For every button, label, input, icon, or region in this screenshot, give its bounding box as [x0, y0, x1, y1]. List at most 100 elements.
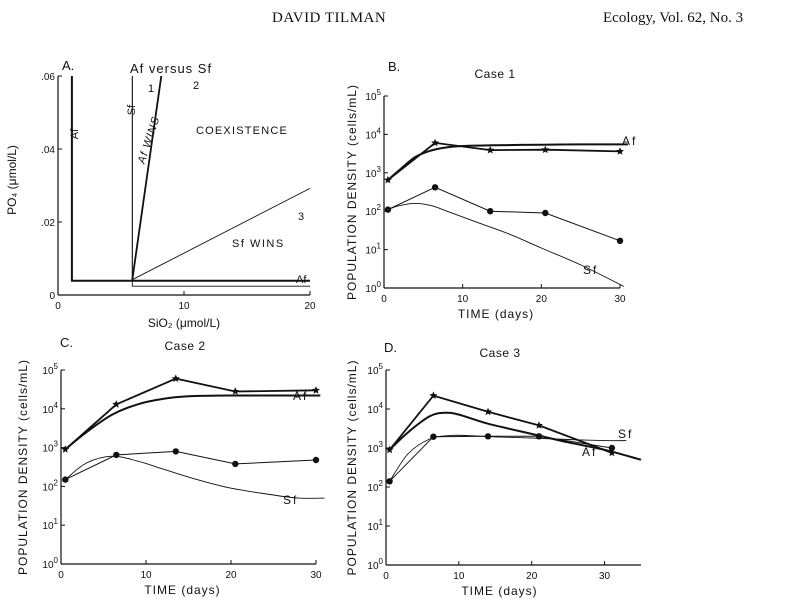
- panel-a-af-vertical-label: Af: [69, 128, 81, 139]
- panel-c-sf-dot-point: [312, 456, 320, 464]
- panel-a-y-tick-label: 0: [49, 291, 55, 302]
- panel-a-y-tick-label: .06: [41, 72, 55, 83]
- running-header-journal: Ecology, Vol. 62, No. 3: [603, 10, 744, 26]
- panel-d-sf-model-curve: [389, 434, 627, 482]
- panel-a-line-2: [131, 75, 163, 280]
- panel-d-af-star-point: [535, 421, 543, 429]
- panel-b-af-star-point: [541, 145, 550, 154]
- panel-d-y-tick-label: 101: [367, 518, 383, 533]
- panel-b-y-tick-label: 105: [365, 88, 381, 103]
- panel-b-af-model-curve: [387, 143, 628, 181]
- panel-c-x-tick-label: 10: [140, 570, 152, 581]
- panel-c-sf-observed-line: [65, 450, 317, 481]
- panel-c-y-tick-label: 100: [42, 556, 58, 571]
- panel-b-sf-dot-point: [384, 206, 392, 213]
- panel-d-x-tick-label: 20: [526, 571, 538, 582]
- panel-b-series-label-af: Af: [622, 134, 637, 148]
- panel-b-af-star-point: [431, 138, 440, 147]
- panel-d-sf-observed-line: [389, 435, 612, 482]
- panel-a-line-af: [70, 76, 310, 282]
- panel-b-series-label-sf: Sf: [583, 263, 598, 277]
- panel-d-sf-dot-point: [430, 433, 437, 440]
- panel-c-y-tick-label: 105: [42, 362, 58, 377]
- panel-c-sf-model-curve: [65, 455, 325, 499]
- panel-d-y-tick-label: 103: [367, 440, 383, 455]
- panel-c-af-star-point: [171, 374, 180, 382]
- panel-b-y-tick-label: 103: [365, 165, 381, 180]
- panel-a-line-sf: [131, 76, 310, 287]
- panel-b-title: Case 1: [474, 67, 515, 81]
- panel-a-x-axis-label: SiO₂ (μmol/L): [148, 316, 220, 330]
- panel-d-y-tick-label: 104: [367, 401, 383, 416]
- panel-c-series-label-sf: Sf: [283, 493, 298, 507]
- panel-d-af-star-point: [429, 391, 438, 399]
- panel-a-x-tick-label: 10: [178, 301, 190, 312]
- panel-a-region-sf-wins: Sf WINS: [232, 238, 285, 250]
- panel-a-line-3: [132, 187, 311, 281]
- panel-b-sf-observed-line: [387, 186, 621, 242]
- panel-a-title: Af versus Sf: [130, 61, 212, 76]
- panel-c-y-tick-label: 101: [42, 517, 58, 532]
- panel-a-region-coexistence: COEXISTENCE: [196, 125, 288, 137]
- panel-b-x-tick-label: 10: [457, 294, 469, 305]
- panel-c-af-model-curve: [64, 394, 321, 451]
- panel-b-y-axis-label: POPULATION DENSITY (cells/mL): [345, 84, 359, 300]
- panel-b-y-tick-label: 100: [365, 280, 381, 295]
- panel-b-label: B.: [388, 59, 400, 74]
- panel-d-series-label-sf: Sf: [618, 427, 633, 441]
- running-header-author: DAVID TILMAN: [272, 10, 387, 26]
- panel-d-x-tick-label: 30: [599, 571, 611, 582]
- panel-b-y-tick-label: 102: [365, 203, 381, 218]
- panel-c-y-tick-label: 104: [42, 401, 58, 416]
- panel-a-y-tick-label: .02: [41, 218, 55, 229]
- panel-c-x-tick-label: 0: [58, 570, 64, 581]
- panel-b-af-star-point: [486, 145, 495, 154]
- panel-b-af-star-point: [616, 147, 624, 155]
- panel-d-y-tick-label: 100: [367, 557, 383, 572]
- panel-d-af-star-point: [484, 407, 492, 416]
- panel-a-line-number-1: 1: [148, 83, 154, 95]
- panel-b-x-axis-label: TIME (days): [458, 307, 534, 321]
- panel-b-y-tick-label: 104: [365, 126, 381, 141]
- panel-b-af-observed-line: [387, 141, 621, 181]
- panel-b-sf-dot-point: [487, 208, 494, 215]
- panel-c-y-axis-label: POPULATION DENSITY (cells/mL): [16, 359, 30, 575]
- panel-b-sf-dot-point: [542, 209, 549, 217]
- panel-c-sf-dot-point: [232, 460, 239, 468]
- panel-c-sf-dot-point: [113, 451, 120, 459]
- panel-a-x-tick-label: 0: [55, 301, 61, 312]
- panel-b-y-tick-label: 101: [365, 242, 381, 257]
- panel-d-y-tick-label: 102: [367, 479, 383, 494]
- panel-d-label: D.: [384, 340, 397, 355]
- panel-d-y-axis-label: POPULATION DENSITY (cells/mL): [345, 360, 359, 576]
- panel-d-af-model-curve: [388, 411, 642, 461]
- panel-a-label: A.: [62, 58, 74, 73]
- panel-a-x-tick-label: 20: [304, 301, 316, 312]
- panel-c-y-tick-label: 103: [42, 440, 58, 455]
- panel-c-af-star-point: [312, 386, 320, 394]
- panel-d-sf-dot-point: [386, 478, 393, 485]
- panel-c-af-star-point: [231, 387, 240, 395]
- panel-a-sf-vertical-label: Sf: [126, 104, 138, 115]
- panel-c-af-star-point: [112, 400, 121, 408]
- panel-b-sf-dot-point: [431, 184, 439, 191]
- panel-c-af-observed-line: [64, 377, 317, 451]
- panel-c-x-tick-label: 30: [310, 570, 322, 581]
- panel-a-region-af-wins: Af WINS: [136, 115, 163, 166]
- panel-b-sf-model-curve: [387, 202, 625, 287]
- panel-c-series-label-af: Af: [293, 389, 308, 403]
- panel-d-x-tick-label: 0: [383, 571, 389, 582]
- panel-a-y-tick-label: .04: [41, 145, 55, 156]
- panel-c-sf-dot-point: [172, 448, 179, 455]
- panel-d-series-label-af: Af: [582, 445, 597, 459]
- panel-b-x-tick-label: 0: [381, 294, 387, 305]
- panel-a-line-number-3: 3: [298, 211, 304, 223]
- panel-b-x-tick-label: 30: [614, 294, 626, 305]
- panel-d-x-axis-label: TIME (days): [461, 584, 537, 598]
- panel-c-x-tick-label: 20: [225, 570, 237, 581]
- panel-b-x-tick-label: 20: [536, 294, 548, 305]
- panel-c-y-tick-label: 102: [42, 478, 58, 493]
- panel-b-sf-dot-point: [616, 237, 624, 244]
- panel-c-x-axis-label: TIME (days): [144, 583, 220, 597]
